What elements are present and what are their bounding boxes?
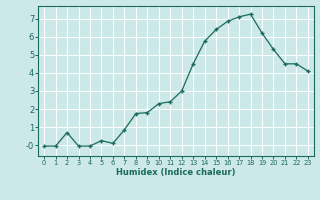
X-axis label: Humidex (Indice chaleur): Humidex (Indice chaleur) [116, 168, 236, 177]
